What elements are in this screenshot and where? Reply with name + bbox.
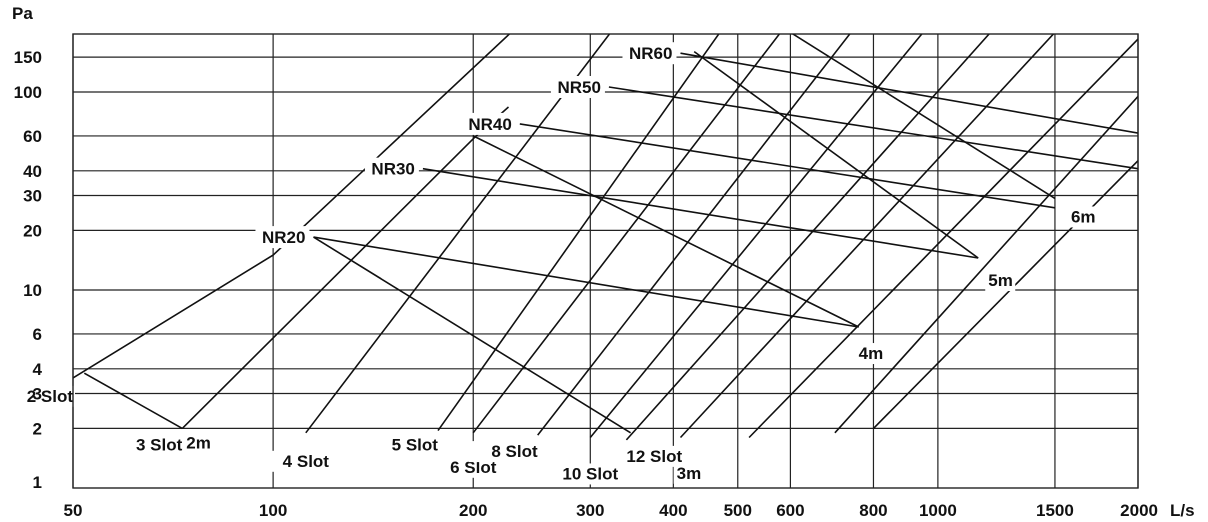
- tick-labels: 50 100 200 300 400 500 600 800 1000 1500 2000 1 2 3 4 6…: [14, 48, 1158, 520]
- throw-label-bg-2: [673, 462, 704, 484]
- nr-label-bg-2: [364, 157, 419, 180]
- nr-line-3: [519, 123, 1056, 209]
- slot-line-8: [625, 34, 991, 441]
- slot-label-2: 3 Slot: [136, 435, 183, 454]
- nr-line-4: [608, 86, 1138, 170]
- y-tick-label: 1: [33, 473, 42, 492]
- y-tick-label: 6: [33, 325, 42, 344]
- slot-label-4: 5 Slot: [392, 436, 439, 455]
- slot-label-7: 10 Slot: [562, 464, 618, 483]
- x-tick-label: 800: [859, 501, 887, 520]
- y-tick-label: 40: [23, 162, 42, 181]
- nr-line-2: [422, 167, 979, 259]
- y-tick-label: 60: [23, 127, 42, 146]
- slot-line-10: [748, 38, 1138, 439]
- throw-line-2: [313, 236, 632, 434]
- slot-label-5: 6 Slot: [450, 458, 497, 477]
- throw-label-bg-4: [985, 270, 1016, 292]
- slot-line-9: [679, 34, 1055, 439]
- y-tick-label: 10: [23, 281, 42, 300]
- slot-label-8-bg: [622, 445, 704, 467]
- x-tick-label: 50: [64, 501, 83, 520]
- slot-label-8: 12 Slot: [626, 447, 682, 466]
- nr-label-bg-4: [550, 75, 605, 98]
- slot-line-1: [73, 34, 511, 379]
- nr-label-3: NR40: [468, 115, 511, 134]
- y-tick-label: 100: [14, 83, 42, 102]
- throw-label-5: 6m: [1071, 207, 1096, 226]
- throw-label-bg-1: [183, 432, 214, 454]
- throw-label-1: 2m: [186, 433, 211, 452]
- slot-line-12: [872, 160, 1138, 429]
- nr-line-1: [313, 236, 859, 328]
- slot-line-7: [589, 34, 923, 439]
- slot-label-3-bg: [270, 450, 342, 472]
- x-tick-label: 400: [659, 501, 687, 520]
- nr-label-4: NR50: [557, 78, 600, 97]
- throw-label-4: 5m: [988, 271, 1013, 290]
- slot-label-3: 4 Slot: [283, 452, 330, 471]
- nr-label-bg-1: [255, 226, 310, 249]
- nr-line-5: [680, 52, 1138, 134]
- slot-label-4-bg: [368, 434, 440, 456]
- grid: [72, 34, 1139, 488]
- slot-line-4: [437, 34, 720, 432]
- y-tick-label: 20: [23, 221, 42, 240]
- throw-line-3: [472, 135, 860, 328]
- slot-label-2-bg: [113, 434, 185, 456]
- nr-label-bg-5: [622, 42, 677, 65]
- throw-label-bg-3: [855, 343, 886, 365]
- throw-label-2: 3m: [677, 464, 702, 483]
- throw-line-1: [83, 372, 183, 430]
- slot-label-1: 2 Slot: [27, 387, 74, 406]
- throw-line-4: [693, 50, 979, 259]
- nr-label-bg-3: [461, 112, 516, 135]
- throw-label-3: 4m: [859, 344, 884, 363]
- plot-frame: [72, 33, 1139, 489]
- slot-label-1-bg: [4, 385, 75, 407]
- slot-line-6: [537, 34, 851, 436]
- x-tick-label: 1000: [919, 501, 957, 520]
- throw-line-5: [791, 34, 1056, 200]
- nr-label-1: NR20: [262, 228, 305, 247]
- y-axis-unit-label: Pa: [12, 4, 33, 23]
- x-tick-label: 300: [576, 501, 604, 520]
- x-tick-label: 200: [459, 501, 487, 520]
- nr-label-2: NR30: [371, 160, 414, 179]
- throw-label-bg-5: [1067, 206, 1098, 228]
- slot-line-5: [472, 34, 781, 434]
- x-tick-label: 600: [776, 501, 804, 520]
- y-tick-label: 150: [14, 48, 42, 67]
- slot-label-6: 8 Slot: [491, 442, 538, 461]
- x-tick-label: 100: [259, 501, 287, 520]
- slot-label-6-bg: [468, 441, 540, 463]
- x-axis-unit-label: L/s: [1170, 501, 1195, 520]
- slot-label-7-bg: [549, 463, 632, 485]
- series-lines: [73, 34, 1138, 441]
- x-tick-label: 2000: [1120, 501, 1158, 520]
- slot-line-11: [834, 95, 1138, 434]
- x-tick-label: 1500: [1036, 501, 1074, 520]
- nr-label-5: NR60: [629, 44, 672, 63]
- y-tick-label: 30: [23, 187, 42, 206]
- y-tick-label: 2: [33, 419, 42, 438]
- x-tick-label: 500: [724, 501, 752, 520]
- slot-line-3: [305, 34, 611, 434]
- y-tick-label: 3: [33, 385, 42, 404]
- y-tick-label: 4: [33, 360, 43, 379]
